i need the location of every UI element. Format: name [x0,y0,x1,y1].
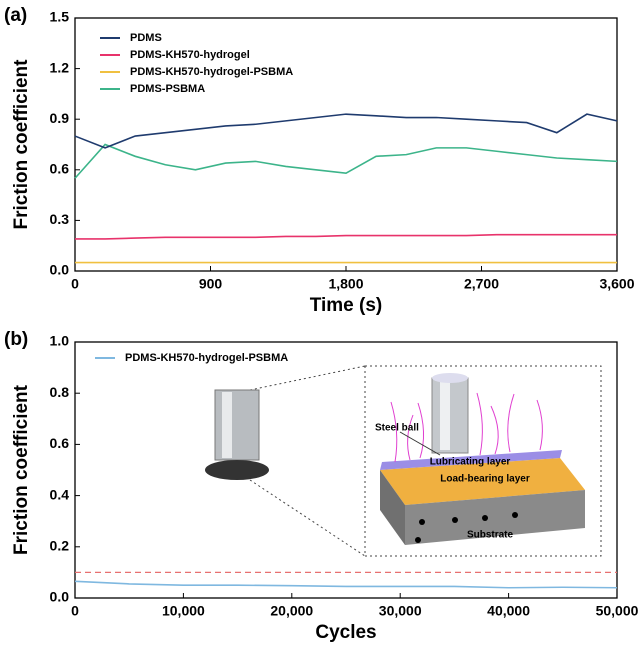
annotation: Substrate [467,530,514,541]
y-tick-label: 0.2 [50,538,70,554]
x-tick-label: 1,800 [328,276,363,292]
line [74,580,618,589]
panel-label: (a) [4,5,27,26]
x-tick-label: 3,600 [599,276,634,292]
x-axis-label: Time (s) [310,295,383,316]
annotation: Load-bearing layer [440,474,530,485]
y-axis-label: Friction coefficient [11,384,32,555]
y-tick-label: 0.0 [50,589,70,605]
legend-label: PDMS-KH570-hydrogel-PSBMA [130,66,293,78]
legend-label: PDMS-KH570-hydrogel-PSBMA [125,352,288,364]
y-tick-label: 0.3 [50,211,70,227]
annotation: Steel ball [375,423,419,434]
y-tick-label: 0.6 [50,161,70,177]
y-tick-label: 0.9 [50,110,70,126]
annotation: Lubricating layer [430,457,511,468]
x-tick-label: 0 [71,276,79,292]
x-tick-label: 50,000 [596,603,639,619]
legend-label: PDMS-KH570-hydrogel [130,49,250,61]
x-tick-label: 40,000 [487,603,530,619]
y-tick-label: 0.4 [50,486,70,502]
inset: Steel ball Lubricating layer Load-bearin… [205,365,602,557]
legend-label: PDMS [130,32,162,44]
x-tick-label: 2,700 [464,276,499,292]
y-tick-label: 1.0 [50,333,70,349]
legend-label: PDMS-PSBMA [130,83,205,95]
x-tick-label: 20,000 [270,603,313,619]
y-tick-label: 0.0 [50,262,70,278]
line [75,233,617,240]
x-tick-label: 30,000 [379,603,422,619]
panel-label: (b) [4,329,28,350]
y-tick-label: 1.2 [50,59,70,75]
y-tick-label: 0.8 [50,384,70,400]
x-tick-label: 900 [199,276,223,292]
y-tick-label: 0.6 [50,435,70,451]
line [74,143,618,179]
plot-frame [74,341,618,599]
x-axis-label: Cycles [315,622,376,643]
line [74,113,618,149]
x-tick-label: 10,000 [162,603,205,619]
x-tick-label: 0 [71,603,79,619]
y-tick-label: 1.5 [50,9,70,25]
y-axis-label: Friction coefficient [11,59,32,230]
